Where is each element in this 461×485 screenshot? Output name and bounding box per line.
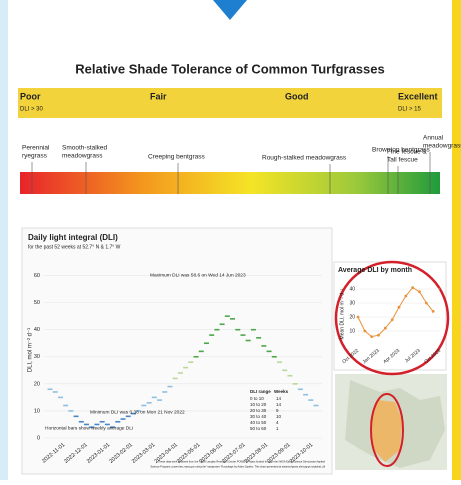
level-label: Excellent [398,91,438,101]
monthly-point [411,286,414,289]
level-label: Fair [150,91,167,101]
grass-label: Annual [423,135,444,142]
monthly-point [391,318,394,321]
table-cell: 0 to 10 [250,396,264,401]
monthly-point [384,327,387,330]
table-header: DLI range [250,389,271,394]
table-cell: 14 [276,396,282,401]
dli-panel [22,228,332,474]
monthly-ylabel: Mean DLI, mol m⁻² d⁻¹ [339,288,345,339]
level-label: Poor [20,91,41,101]
footnote: Science Program; power.larc.nasa.gov usi… [150,465,325,469]
y-tick-label: 0 [37,435,40,441]
grass-label: meadowgrass [62,153,103,160]
monthly-point [404,295,407,298]
table-cell: 30 to 40 [250,414,267,419]
side-strip [452,0,461,480]
monthly-point [377,334,380,337]
grass-label: meadowgrass [423,143,461,150]
table-cell: 10 [276,414,282,419]
monthly-point [398,306,401,309]
page: Relative Shade Tolerance of Common Turfg… [0,0,461,485]
monthly-point [370,335,373,338]
infographic: Relative Shade Tolerance of Common Turfg… [0,0,461,480]
table-cell: 10 to 20 [250,402,267,407]
table-cell: 20 to 30 [250,408,267,413]
grass-label: Fine fescue & [387,149,427,156]
monthly-point [363,330,366,333]
monthly-point [425,302,428,305]
annotation: Horizontal bars show weekly average DLI [45,425,133,431]
table-cell: 14 [276,402,282,407]
dli-ylabel: DLI, mol m⁻² d⁻¹ [28,328,34,372]
footnote: These data were obtained from the NASA L… [158,460,326,464]
gradient-bar [20,172,440,194]
dli-title: Daily light integral (DLI) [28,233,118,242]
monthly-point [357,316,360,319]
y-tick-label: 20 [349,314,355,320]
annotation: Maximum DLI was 58.6 on Wed 14 Jun 2023 [150,272,246,278]
table-cell: 40 to 50 [250,420,267,425]
level-note: DLI > 30 [20,107,44,113]
level-note: DLI > 15 [398,107,422,113]
table-header: Weeks [274,389,289,394]
y-tick-label: 20 [34,381,40,387]
y-tick-label: 40 [34,327,40,333]
rating-bar [18,88,442,118]
table-cell: 50 to 60 [250,426,267,431]
y-tick-label: 10 [349,328,355,334]
y-tick-label: 30 [349,300,355,306]
monthly-point [418,290,421,293]
y-tick-label: 30 [34,354,40,360]
dli-subtitle: for the past 52 weeks at 52.7° N & 1.7° … [28,244,121,250]
title: Relative Shade Tolerance of Common Turfg… [75,61,384,76]
y-tick-label: 60 [34,273,40,279]
y-tick-label: 10 [34,408,40,414]
grass-label: Smooth-stalked [62,145,108,152]
grass-label: Perennial [22,145,50,152]
grass-label: Rough-stalked meadowgrass [262,155,347,162]
monthly-title: Average DLI by month [338,267,412,274]
grass-label: ryegrass [22,153,48,160]
grass-label: Tall fescue [387,157,418,164]
monthly-point [432,310,435,313]
y-tick-label: 50 [34,300,40,306]
level-label: Good [285,91,309,101]
y-tick-label: 40 [349,286,355,292]
grass-label: Creeping bentgrass [148,154,205,161]
annotation: Minimum DLI was 0.38 on Mon 21 Nov 2022 [90,409,185,415]
